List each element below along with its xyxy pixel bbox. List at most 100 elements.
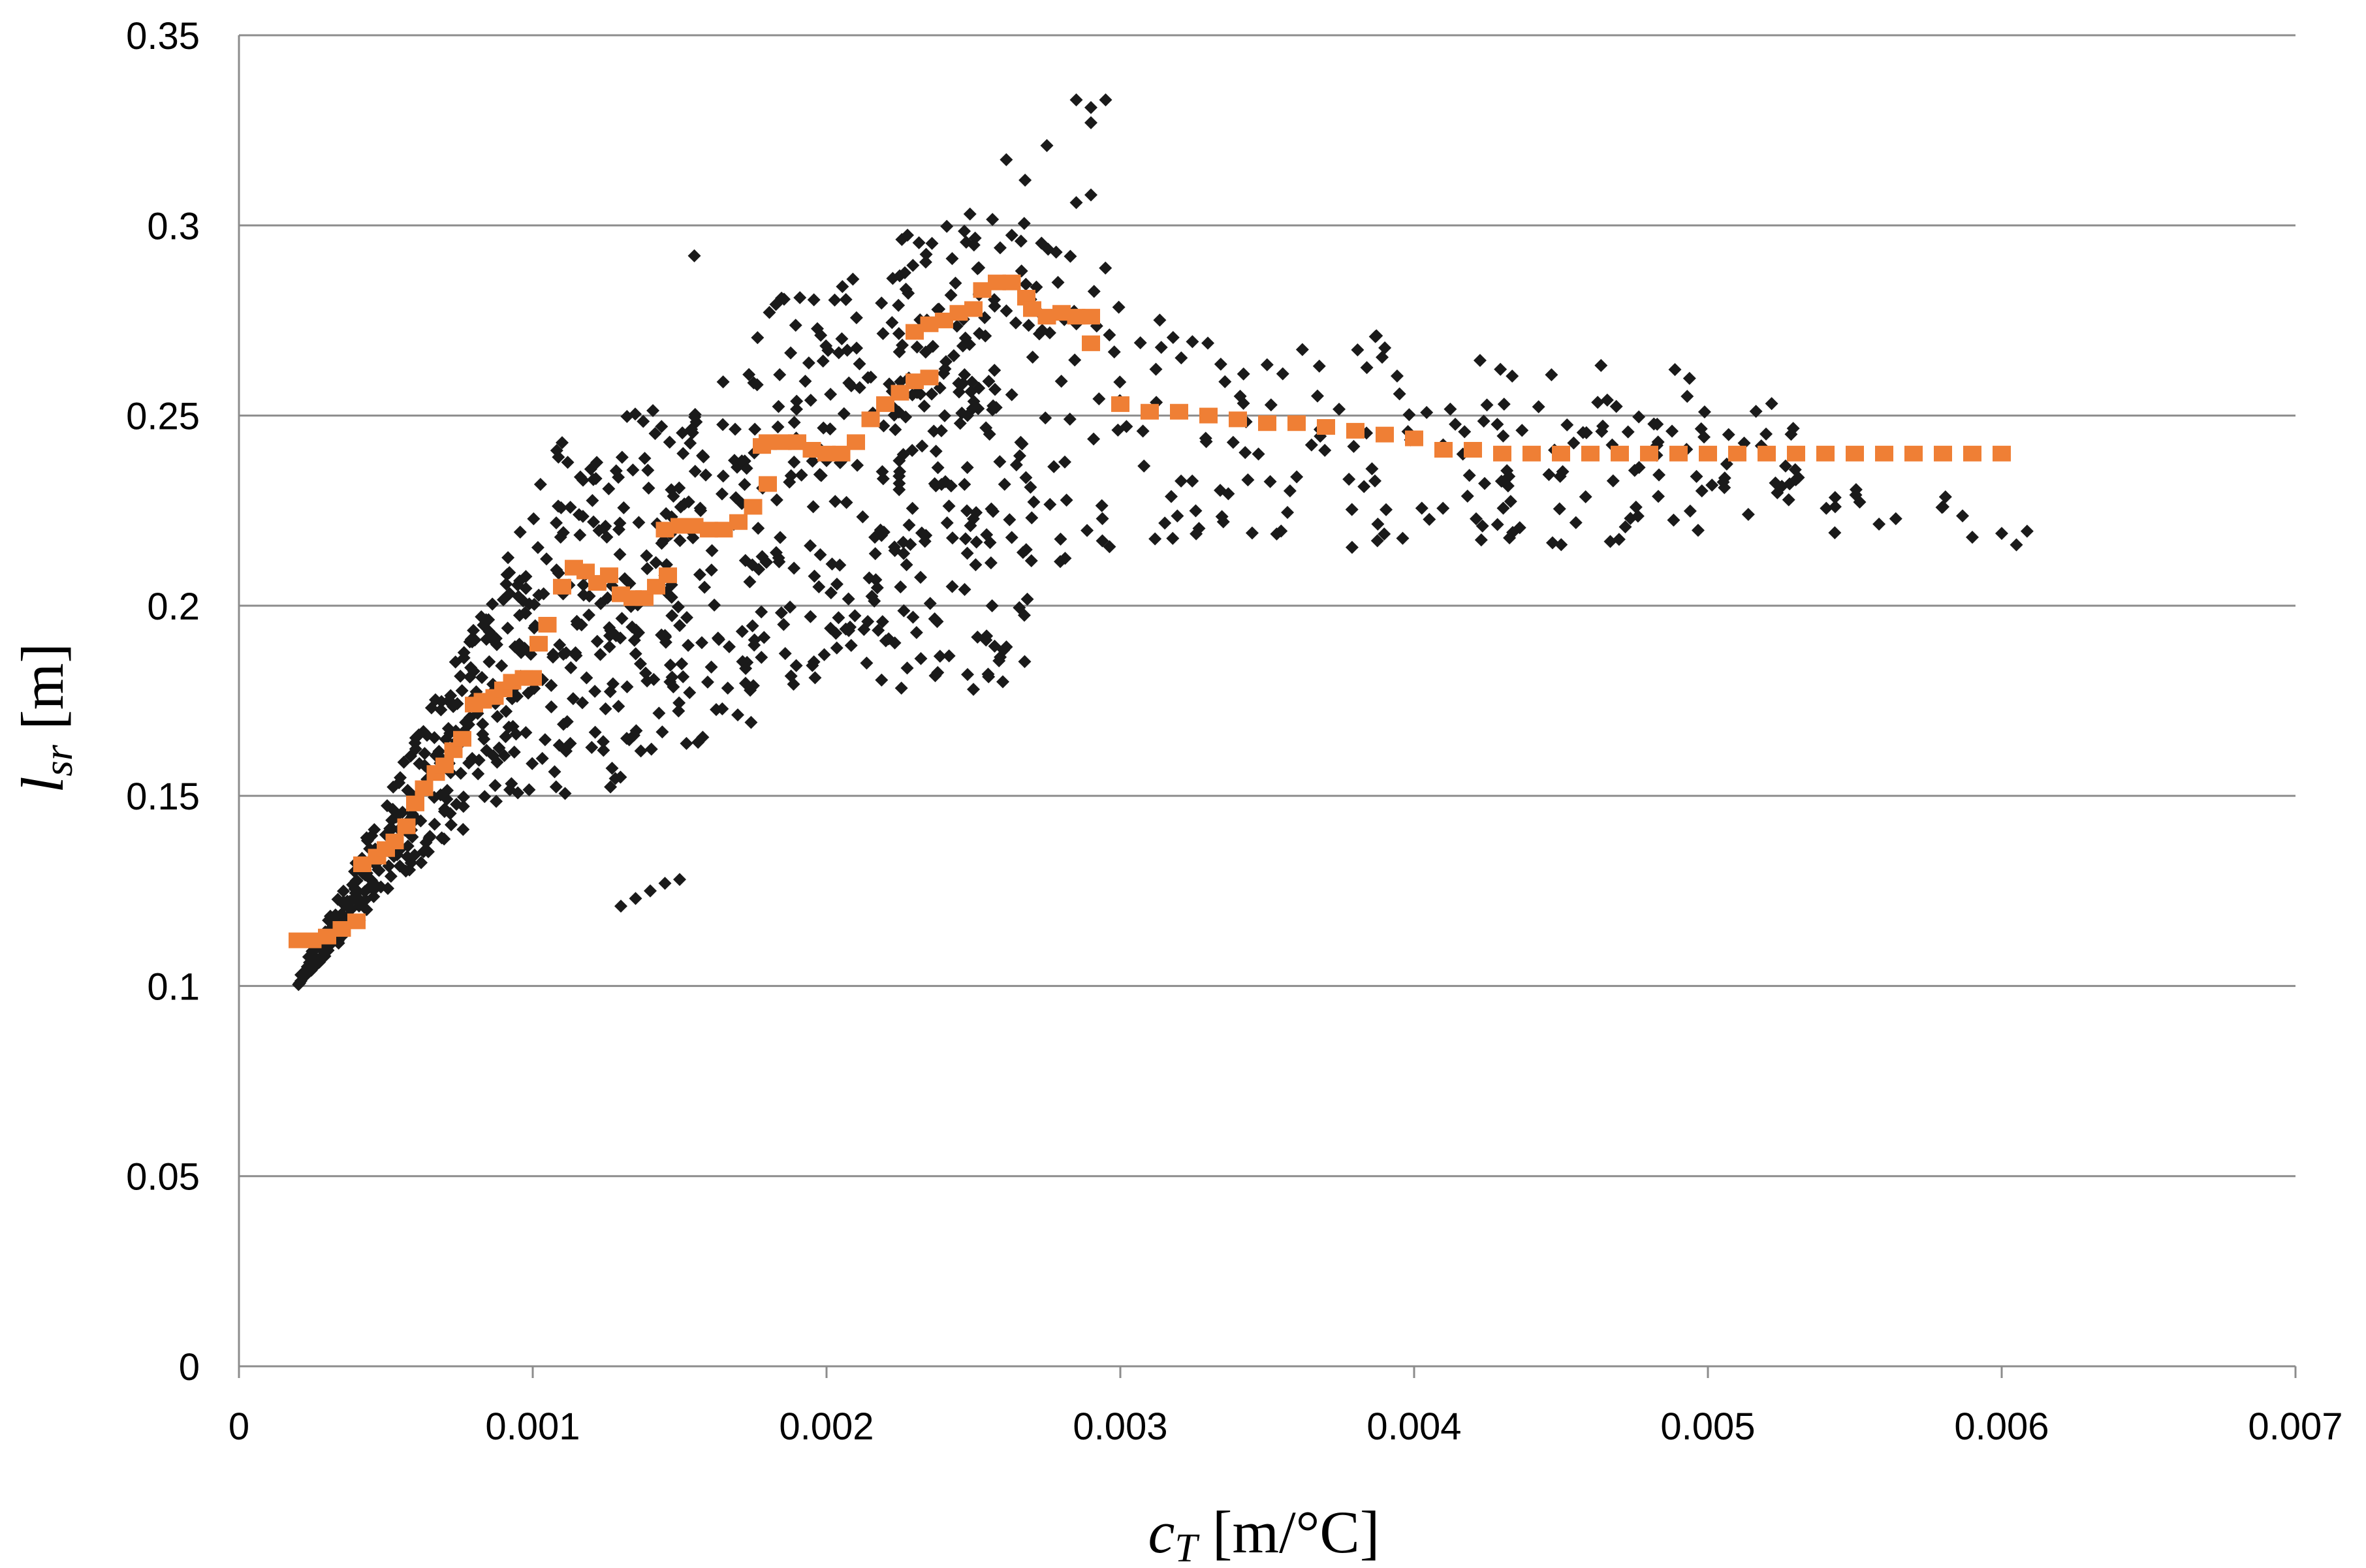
scatter-point: [1722, 428, 1735, 441]
scatter-point: [552, 566, 565, 580]
scatter-point: [535, 751, 549, 765]
scatter-point: [512, 589, 526, 603]
scatter-point: [1853, 495, 1867, 509]
scatter-point: [693, 501, 707, 515]
scatter-point: [914, 651, 928, 665]
scatter-point: [1099, 93, 1112, 107]
scatter-point: [1018, 174, 1032, 187]
x-axis-title-main: c: [1148, 1499, 1175, 1565]
scatter-point: [482, 613, 496, 627]
scatter-point: [940, 516, 954, 530]
scatter-point: [538, 733, 552, 747]
scatter-point: [993, 455, 1007, 469]
scatter-point: [1778, 459, 1792, 473]
scatter-point: [1682, 371, 1696, 385]
scatter-point: [675, 657, 689, 670]
y-axis-title-main: l: [9, 776, 76, 793]
scatter-point: [778, 647, 792, 661]
scatter-point: [1186, 474, 1199, 488]
step-point: [1405, 430, 1423, 447]
scatter-point: [1245, 526, 1259, 540]
step-point: [1082, 309, 1100, 325]
scatter-point: [704, 660, 718, 674]
scatter-point: [1003, 513, 1017, 527]
scatter-point: [1470, 512, 1483, 525]
scatter-point: [1214, 484, 1227, 497]
scatter-point: [1513, 521, 1526, 535]
scatter-point: [1192, 522, 1206, 535]
scatter-point: [897, 604, 911, 618]
scatter-point: [889, 423, 902, 437]
scatter-point: [966, 512, 980, 525]
scatter-point: [684, 436, 697, 450]
scatter-point: [868, 594, 881, 608]
scatter-point: [501, 621, 514, 635]
scatter-point: [705, 544, 719, 557]
scatter-point: [1966, 530, 1979, 544]
scatter-point: [1107, 345, 1121, 359]
scatter-point: [1022, 319, 1035, 332]
scatter-point: [744, 715, 758, 729]
scatter-point: [1668, 363, 1682, 377]
scatter-point: [454, 669, 467, 683]
scatter-point: [1136, 424, 1150, 438]
scatter-point: [1749, 405, 1763, 418]
scatter-point: [381, 882, 395, 896]
scatter-point: [772, 400, 785, 413]
scatter-point: [673, 619, 687, 633]
scatter-point: [655, 537, 669, 550]
scatter-point: [960, 546, 974, 560]
scatter-point: [1283, 484, 1297, 497]
scatter-point: [2020, 524, 2034, 538]
scatter-point: [1049, 245, 1063, 259]
step-point: [435, 757, 454, 774]
scatter-point: [638, 452, 652, 465]
x-tick-label: 0.006: [1954, 1405, 2049, 1448]
scatter-point: [1026, 351, 1039, 364]
scatter-point: [988, 383, 1002, 396]
scatter-point: [415, 856, 428, 870]
scatter-point: [892, 345, 906, 359]
scatter-point: [1025, 511, 1039, 525]
scatter-point: [497, 749, 511, 762]
scatter-point: [784, 346, 798, 360]
step-point: [1934, 445, 1952, 462]
scatter-point: [813, 467, 827, 481]
scatter-point: [1237, 367, 1250, 381]
scatter-point: [804, 394, 817, 407]
scatter-point: [967, 683, 980, 697]
scatter-point: [640, 549, 654, 563]
scatter-point: [1087, 432, 1101, 446]
scatter-point: [1741, 507, 1755, 521]
scatter-point: [864, 370, 877, 384]
scatter-point: [462, 756, 476, 770]
scatter-point: [688, 464, 702, 478]
scatter-point: [915, 439, 929, 453]
x-tick-label: 0.001: [485, 1405, 580, 1448]
scatter-point: [830, 641, 844, 655]
y-axis-title-sub: sr: [37, 744, 81, 776]
scatter-point: [1683, 504, 1697, 518]
scatter-point: [1068, 353, 1082, 367]
scatter-point: [1697, 405, 1711, 419]
scatter-point: [910, 340, 924, 354]
scatter-point: [1606, 474, 1620, 488]
y-tick-label: 0.3: [147, 205, 200, 247]
scatter-point: [850, 341, 864, 355]
scatter-point: [1494, 362, 1507, 376]
scatter-point: [1680, 390, 1694, 403]
scatter-point: [804, 539, 817, 553]
scatter-point: [861, 615, 875, 629]
scatter-point: [584, 462, 597, 476]
scatter-point: [1060, 494, 1073, 507]
scatter-point: [1019, 277, 1033, 291]
scatter-point: [1342, 473, 1356, 486]
step-point: [453, 730, 471, 747]
scatter-point: [617, 501, 631, 514]
scatter-point: [892, 483, 906, 497]
scatter-point: [968, 231, 982, 245]
scatter-point: [673, 873, 686, 886]
scatter-point: [877, 419, 891, 433]
scatter-point: [1665, 424, 1679, 438]
scatter-point: [602, 482, 616, 495]
